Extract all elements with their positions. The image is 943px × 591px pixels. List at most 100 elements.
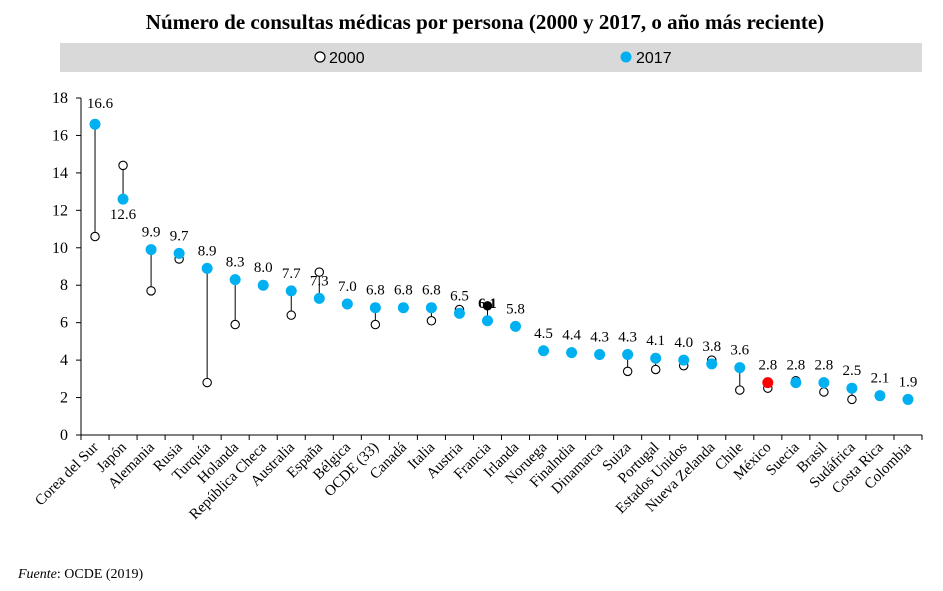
legend-label-2017: 2017: [636, 50, 672, 67]
point-2017: [594, 348, 606, 360]
data-label: 4.0: [674, 335, 693, 351]
point-2017: [818, 377, 830, 389]
data-label: 9.9: [142, 225, 161, 241]
data-label: 8.3: [226, 255, 245, 271]
data-label: 5.8: [506, 301, 525, 317]
x-tick-label: Corea del Sur: [32, 440, 102, 510]
data-label: 4.3: [618, 329, 637, 345]
point-2017: [846, 382, 858, 394]
data-label: 12.6: [110, 207, 137, 223]
point-2000: [370, 319, 381, 330]
point-2000: [819, 387, 829, 397]
point-2017: [257, 279, 269, 291]
point-2017: [902, 393, 914, 405]
point-2000: [286, 310, 296, 320]
point-2000: [314, 267, 325, 277]
axes: 0 2 4 6 8 10 12 14 16 18: [52, 90, 923, 444]
data-label: 2.8: [758, 358, 777, 374]
data-label: 3.8: [702, 339, 721, 355]
data-label: 8.0: [254, 260, 273, 276]
y-tick-label: 14: [52, 165, 68, 182]
point-2000: [146, 286, 156, 296]
point-2017: [229, 274, 241, 286]
data-label: 2.8: [786, 358, 805, 374]
point-2000: [230, 319, 240, 330]
data-label: 6.8: [422, 283, 441, 299]
data-label: 6.8: [394, 283, 413, 299]
y-tick-label: 18: [52, 90, 68, 107]
data-label: 4.4: [562, 328, 581, 344]
y-tick-label: 2: [60, 390, 68, 407]
point-2017: [201, 262, 213, 274]
point-2017: [369, 302, 381, 314]
source-label: Fuente: [18, 567, 57, 582]
legend-marker-2017: [620, 51, 632, 63]
point-2017: [706, 358, 718, 370]
point-2017: [650, 352, 662, 364]
chart-title: Número de consultas médicas por persona …: [146, 10, 824, 34]
point-2000: [847, 394, 857, 405]
data-label: 4.3: [590, 329, 609, 345]
point-2017: [397, 302, 409, 314]
point-2017: [790, 377, 802, 389]
point-2000: [426, 316, 437, 326]
point-2017: [145, 244, 157, 256]
data-label: 2.5: [843, 363, 862, 379]
y-tick-label: 12: [52, 202, 68, 219]
point-2000: [622, 366, 633, 377]
data-label: 4.5: [534, 326, 553, 342]
y-tick-label: 4: [60, 352, 68, 369]
data-label: 9.7: [170, 228, 189, 244]
data-label: 8.9: [198, 243, 217, 259]
legend-band: [60, 43, 922, 72]
y-tick-label: 16: [52, 127, 68, 144]
point-2017: [425, 302, 437, 314]
source-text: OCDE (2019): [64, 567, 144, 582]
point-2000: [735, 385, 745, 395]
x-tick-labels: Corea del SurJapónAlemaniaRusiaTurquíaHo…: [32, 439, 915, 523]
data-label: 7.7: [282, 266, 301, 282]
point-2017: [510, 320, 522, 332]
point-2000: [202, 377, 212, 388]
point-2017: [313, 292, 325, 304]
point-2017: [734, 362, 746, 374]
point-2017: [453, 307, 465, 319]
legend-marker-2000: [314, 51, 326, 63]
data-labels-group: 16.6 12.6 9.9 9.7 8.9 8.3 8.0 7.7 7.3 7.0 6.8 6.8 6.…: [87, 96, 917, 390]
y-tick-label: 6: [60, 315, 68, 332]
point-2017: [285, 285, 297, 297]
point-2017: [481, 315, 493, 327]
data-label: 6.5: [450, 288, 469, 304]
point-2017: [117, 193, 129, 205]
point-2000: [118, 160, 128, 171]
data-label: 7.0: [338, 279, 357, 295]
point-2017: [173, 247, 185, 259]
point-2000: [482, 301, 493, 311]
point-2017: [566, 347, 578, 359]
point-2017: [341, 298, 353, 310]
point-2017: [538, 345, 550, 357]
y-tick-label: 10: [52, 240, 68, 257]
point-2017: [622, 348, 634, 360]
data-label: 7.3: [310, 273, 329, 289]
data-label: 2.1: [871, 371, 890, 387]
point-2017: [678, 354, 690, 366]
data-label: 6.1: [478, 296, 497, 312]
source-separator: :: [56, 567, 61, 582]
data-label: 16.6: [87, 96, 114, 112]
y-tick-label: 8: [60, 277, 68, 294]
point-2000: [650, 364, 661, 375]
data-label: 1.9: [899, 374, 918, 390]
source-note: Fuente: OCDE (2019): [18, 567, 143, 583]
legend: 2000 2017: [314, 50, 672, 67]
data-label: 3.6: [730, 343, 749, 359]
point-2017: [762, 377, 774, 389]
data-label: 2.8: [815, 358, 834, 374]
point-2017: [89, 118, 101, 130]
point-2017: [874, 390, 886, 402]
point-2000: [90, 231, 100, 242]
data-label: 6.8: [366, 283, 385, 299]
series-2017-markers: [89, 118, 914, 405]
